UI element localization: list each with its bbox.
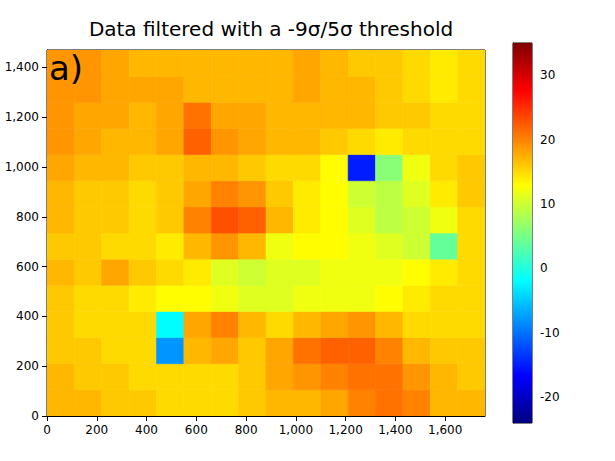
svg-text:1,600: 1,600: [428, 423, 462, 437]
svg-text:1,400: 1,400: [378, 423, 412, 437]
svg-text:30: 30: [540, 68, 555, 82]
svg-text:Data filtered with a -9σ/5σ th: Data filtered with a -9σ/5σ threshold: [89, 17, 453, 41]
svg-text:0: 0: [43, 423, 51, 437]
svg-text:20: 20: [540, 133, 555, 147]
svg-text:a): a): [49, 48, 83, 88]
svg-text:10: 10: [540, 197, 555, 211]
svg-text:200: 200: [85, 423, 108, 437]
svg-text:600: 600: [16, 260, 39, 274]
svg-text:400: 400: [135, 423, 158, 437]
svg-text:1,000: 1,000: [279, 423, 313, 437]
svg-text:1,000: 1,000: [5, 160, 39, 174]
svg-text:800: 800: [235, 423, 258, 437]
svg-text:1,200: 1,200: [5, 110, 39, 124]
svg-text:600: 600: [185, 423, 208, 437]
svg-text:-20: -20: [540, 390, 560, 404]
svg-text:800: 800: [16, 210, 39, 224]
svg-text:-10: -10: [540, 326, 560, 340]
svg-text:0: 0: [31, 409, 39, 423]
svg-text:0: 0: [540, 261, 548, 275]
svg-text:200: 200: [16, 359, 39, 373]
svg-text:1,200: 1,200: [328, 423, 362, 437]
svg-text:400: 400: [16, 309, 39, 323]
svg-text:1,400: 1,400: [5, 60, 39, 74]
